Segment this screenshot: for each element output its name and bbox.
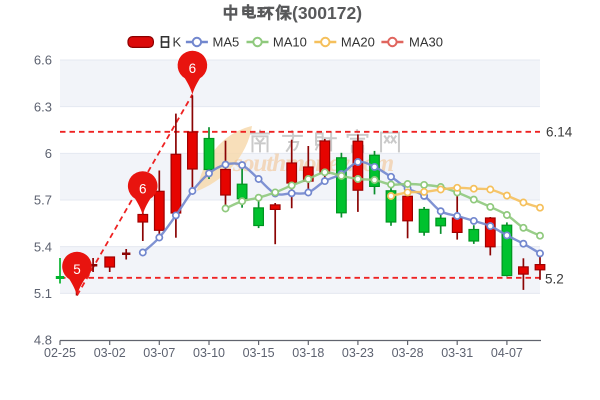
- svg-text:03-23: 03-23: [342, 346, 374, 360]
- svg-text:MA20: MA20: [341, 35, 375, 50]
- svg-text:03-10: 03-10: [193, 346, 225, 360]
- svg-text:K: K: [173, 35, 182, 50]
- svg-text:MA10: MA10: [273, 35, 307, 50]
- svg-text:03-31: 03-31: [441, 346, 473, 360]
- svg-text:(300172): (300172): [292, 3, 362, 23]
- svg-text:6: 6: [45, 146, 52, 161]
- svg-text:6: 6: [139, 181, 147, 196]
- svg-text:03-18: 03-18: [292, 346, 324, 360]
- svg-text:5.1: 5.1: [34, 286, 52, 301]
- svg-text:5.2: 5.2: [545, 272, 564, 287]
- svg-text:MA5: MA5: [213, 35, 240, 50]
- svg-text:MA30: MA30: [409, 35, 443, 50]
- svg-text:6.6: 6.6: [34, 53, 52, 68]
- svg-text:6.14: 6.14: [546, 125, 573, 140]
- svg-text:03-28: 03-28: [392, 346, 424, 360]
- svg-text:03-07: 03-07: [143, 346, 175, 360]
- svg-text:5.4: 5.4: [34, 239, 52, 254]
- svg-text:03-02: 03-02: [94, 346, 126, 360]
- svg-text:04-07: 04-07: [491, 346, 523, 360]
- svg-text:03-15: 03-15: [243, 346, 275, 360]
- svg-text:02-25: 02-25: [44, 346, 76, 360]
- svg-text:6.3: 6.3: [34, 99, 52, 114]
- svg-text:6: 6: [189, 61, 197, 76]
- svg-text:4.8: 4.8: [34, 333, 52, 348]
- svg-text:5.7: 5.7: [34, 193, 52, 208]
- svg-text:5: 5: [73, 262, 81, 277]
